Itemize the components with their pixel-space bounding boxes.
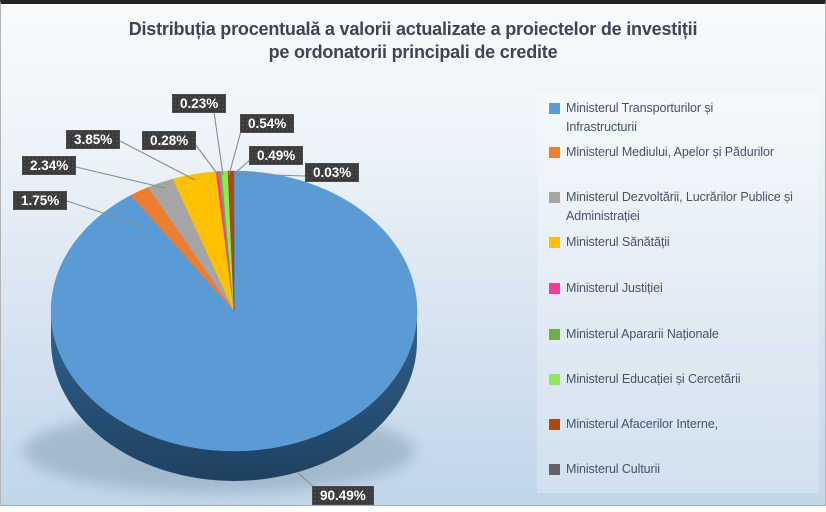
legend-swatch-icon [549, 419, 560, 430]
chart-title-line-2: pe ordonatorii principali de credite [268, 42, 558, 62]
legend-swatch-icon [549, 103, 560, 114]
legend-label-line: Ministerul Afacerilor Interne, [566, 417, 718, 431]
pie-chart-canvas [23, 111, 418, 493]
legend-label-line: Ministerul Apararii Naționale [566, 327, 719, 341]
legend-item-8[interactable]: Ministerul Culturii [549, 460, 660, 479]
chart-legend: Ministerul Transporturilor și Infrastruct… [537, 92, 819, 493]
legend-label-line: Ministerul Educației și Cercetării [566, 372, 741, 386]
legend-swatch-icon [549, 329, 560, 340]
legend-label: Ministerul Transporturilor și Infrastruct… [566, 99, 713, 137]
legend-label-line: Infrastructurii [566, 120, 637, 134]
legend-item-7[interactable]: Ministerul Afacerilor Interne, [549, 415, 718, 434]
legend-swatch-icon [549, 283, 560, 294]
data-label-8: 0.03% [305, 163, 360, 182]
legend-label-line: Ministerul Sănătății [566, 235, 670, 249]
legend-label-line: Ministerul Culturii [566, 462, 660, 476]
legend-label: Ministerul Afacerilor Interne, [566, 415, 718, 434]
data-label-1: 1.75% [13, 191, 68, 210]
label-leader-lines [66, 111, 318, 491]
legend-swatch-icon [549, 147, 560, 158]
data-label-5: 0.23% [172, 94, 227, 113]
pie-slices [50, 170, 418, 452]
legend-swatch-icon [549, 464, 560, 475]
data-label-2: 2.34% [22, 156, 77, 175]
legend-item-2[interactable]: Ministerul Dezvoltării, Lucrărilor Publi… [549, 188, 793, 226]
legend-label-line: Ministerul Mediului, Apelor și Pădurilor [566, 145, 774, 159]
legend-swatch-icon [549, 237, 560, 248]
data-label-0: 90.49% [312, 486, 374, 505]
leader-line-2 [75, 166, 166, 189]
legend-label: Ministerul Culturii [566, 460, 660, 479]
legend-item-1[interactable]: Ministerul Mediului, Apelor și Pădurilor [549, 143, 774, 162]
chart-title-line-1: Distribuția procentuală a valorii actual… [128, 19, 698, 39]
legend-label-line: Ministerul Dezvoltării, Lucrărilor Publi… [566, 190, 793, 204]
leader-line-3 [119, 140, 196, 181]
legend-swatch-icon [549, 374, 560, 385]
chart-title: Distribuția procentuală a valorii actual… [1, 18, 825, 64]
leader-line-4 [194, 143, 220, 177]
data-label-4: 0.28% [142, 131, 197, 150]
data-label-6: 0.54% [240, 114, 295, 133]
legend-label: Ministerul Mediului, Apelor și Pădurilor [566, 143, 774, 162]
data-label-3: 3.85% [66, 130, 121, 149]
leader-line-1 [66, 200, 143, 227]
legend-label-line: Administrației [566, 209, 640, 223]
legend-label: Ministerul Sănătății [566, 233, 670, 252]
pie-3d-side [51, 311, 417, 481]
pie-side-surface [51, 311, 417, 481]
legend-item-0[interactable]: Ministerul Transporturilor și Infrastruct… [549, 99, 713, 137]
legend-item-4[interactable]: Ministerul Justiției [549, 279, 663, 298]
leader-line-8 [237, 173, 306, 177]
legend-label-line: Ministerul Justiției [566, 281, 663, 295]
leader-line-6 [228, 130, 242, 176]
leader-line-7 [233, 159, 251, 175]
legend-item-6[interactable]: Ministerul Educației și Cercetării [549, 370, 741, 389]
legend-item-5[interactable]: Ministerul Apararii Naționale [549, 325, 719, 344]
leader-line-5 [213, 111, 224, 176]
legend-label-line: Ministerul Transporturilor și [566, 101, 714, 115]
legend-label: Ministerul Justiției [566, 279, 663, 298]
legend-item-3[interactable]: Ministerul Sănătății [549, 233, 670, 252]
legend-label: Ministerul Dezvoltării, Lucrărilor Publi… [566, 188, 793, 226]
legend-swatch-icon [549, 192, 560, 203]
data-label-7: 0.49% [249, 146, 304, 165]
legend-label: Ministerul Educației și Cercetării [566, 370, 741, 389]
legend-label: Ministerul Apararii Naționale [566, 325, 719, 344]
